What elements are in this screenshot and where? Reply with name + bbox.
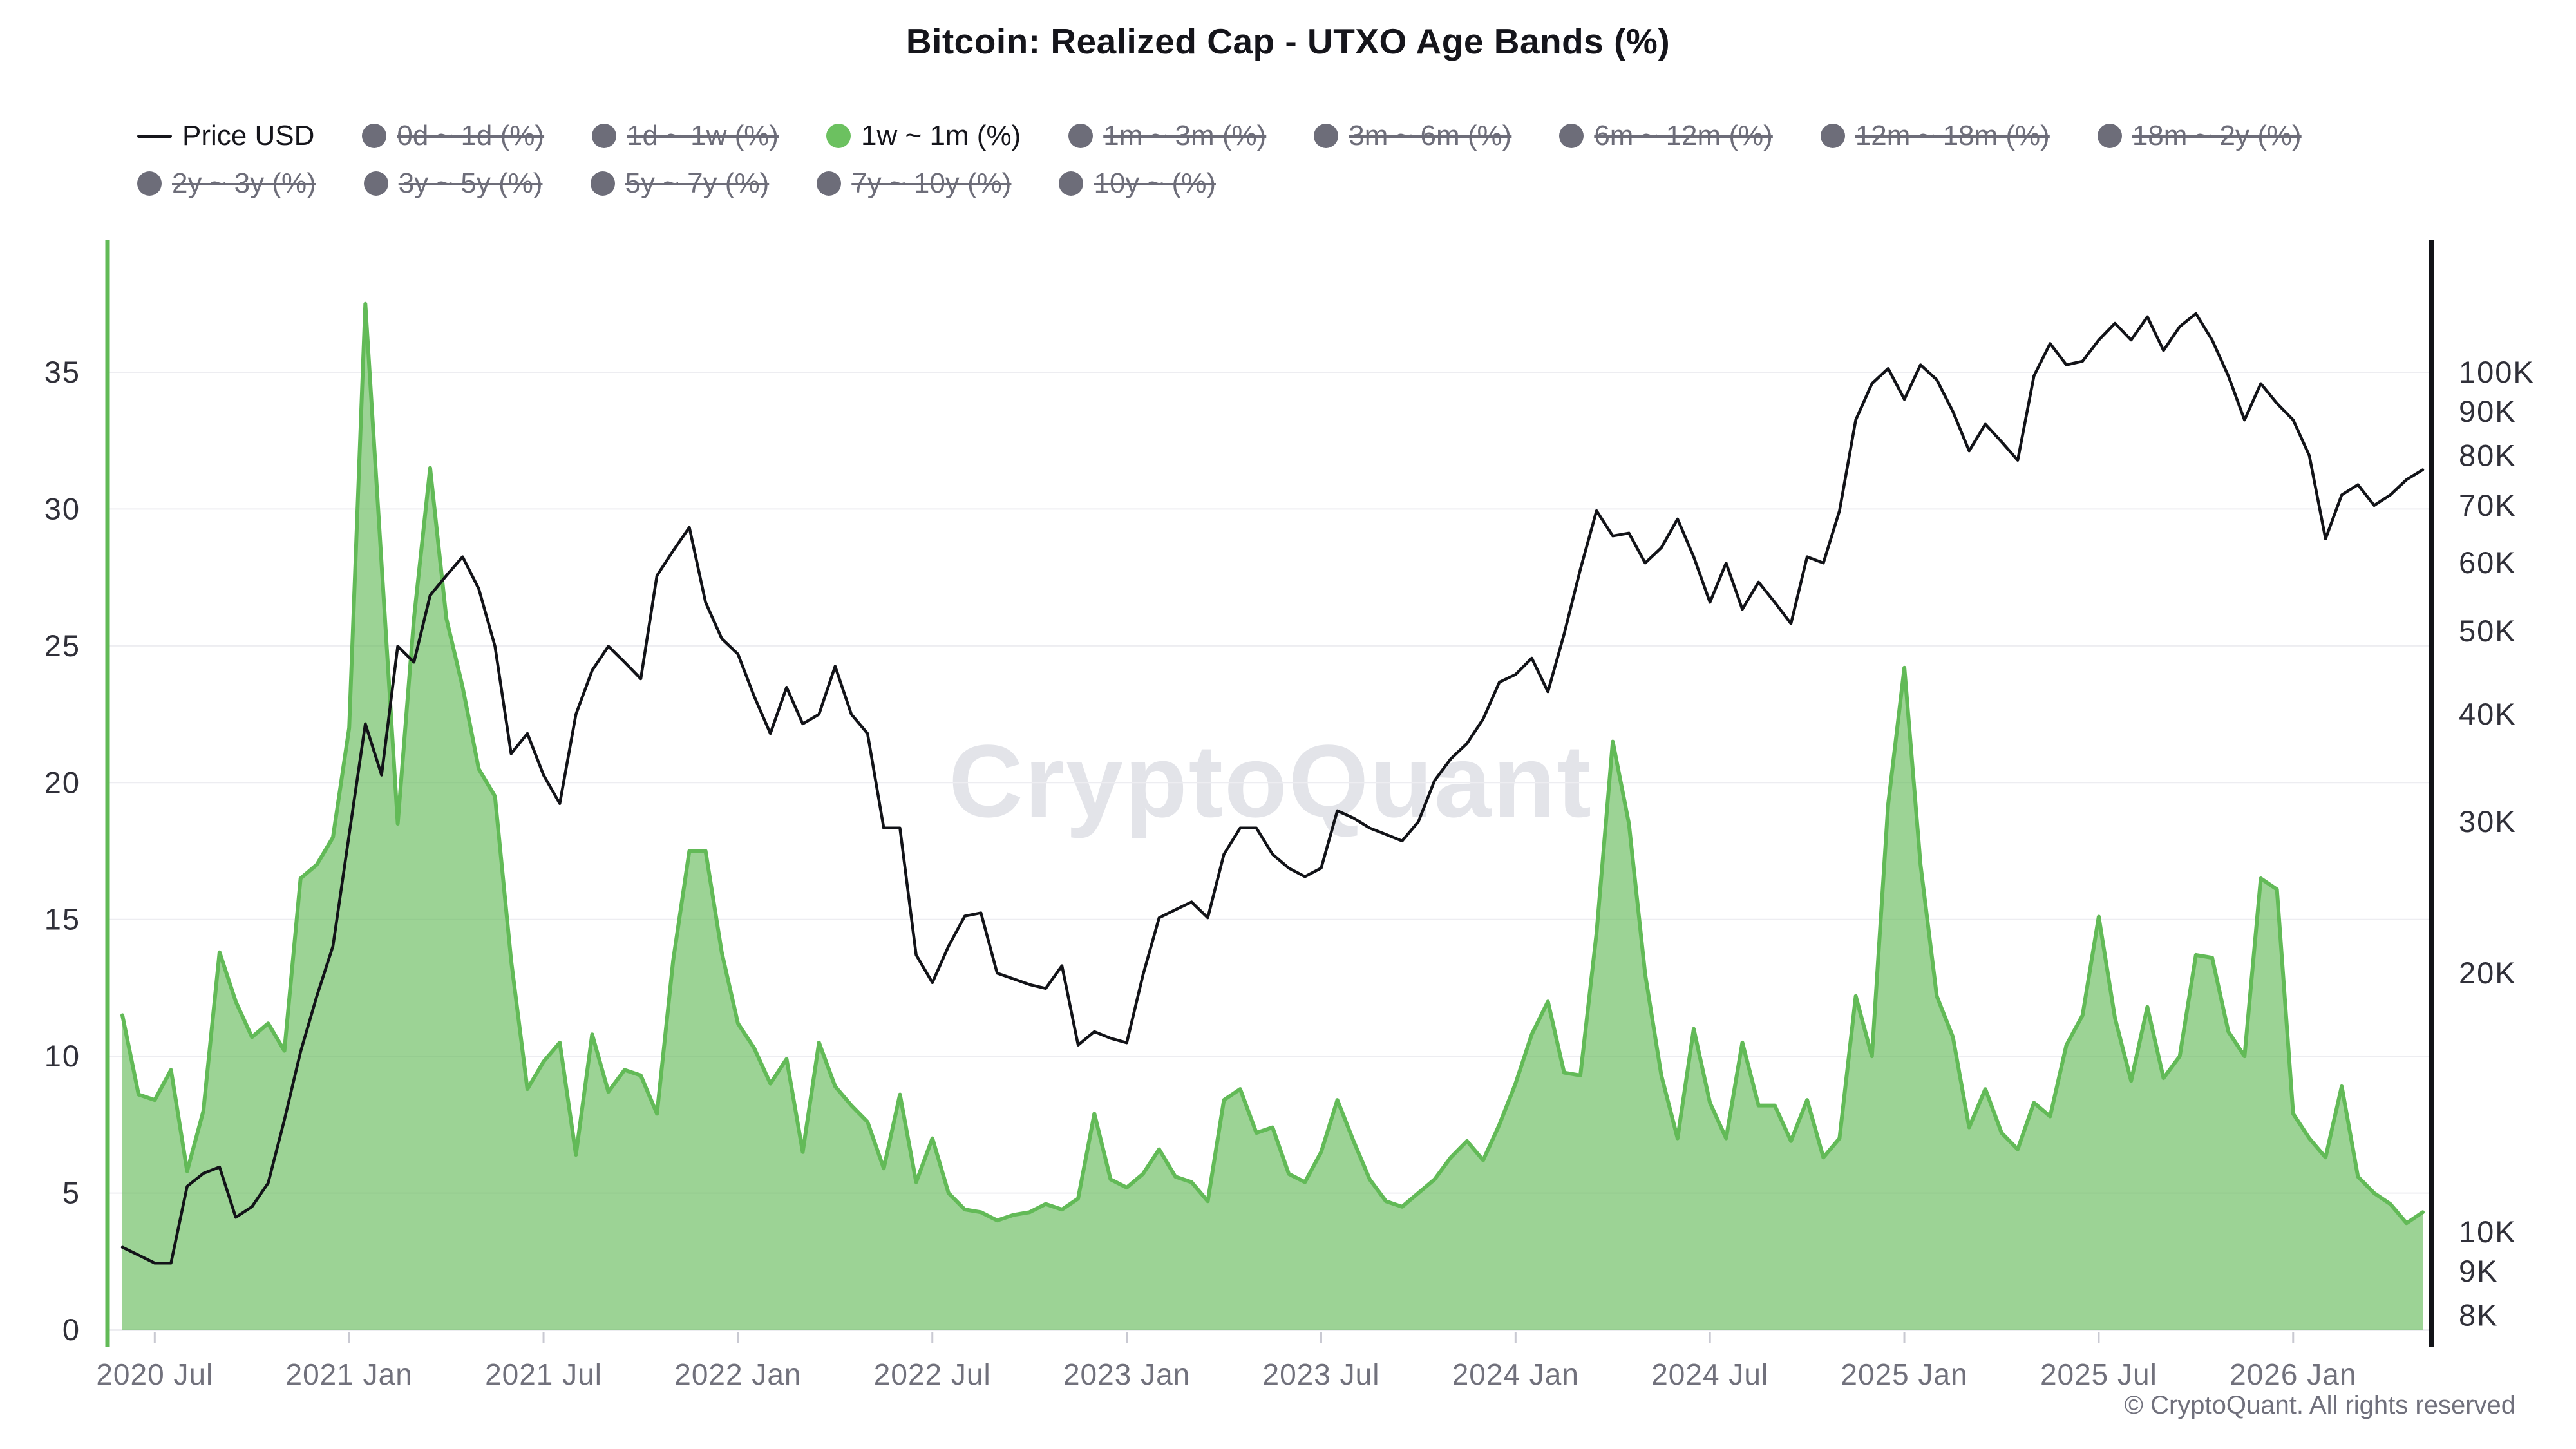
legend-label: 5y ~ 7y (%) bbox=[625, 167, 770, 199]
y-axis-label-left: 10 bbox=[44, 1039, 80, 1073]
y-axis-label-left: 25 bbox=[44, 629, 80, 663]
y-axis-label-right: 10K bbox=[2459, 1215, 2517, 1249]
x-axis-label: 2026 Jan bbox=[2230, 1358, 2356, 1391]
legend-item-18m-2y[interactable]: 18m ~ 2y (%) bbox=[2097, 120, 2302, 152]
legend-label: 1m ~ 3m (%) bbox=[1103, 120, 1267, 151]
x-axis-label: 2021 Jan bbox=[286, 1358, 413, 1391]
chart-title: Bitcoin: Realized Cap - UTXO Age Bands (… bbox=[905, 21, 1671, 61]
legend-label: 3m ~ 6m (%) bbox=[1349, 120, 1512, 151]
x-axis-label: 2021 Jul bbox=[485, 1358, 602, 1391]
series-area-1w-1m bbox=[122, 303, 2423, 1330]
x-axis-label: 2024 Jul bbox=[1651, 1358, 1768, 1391]
legend-item-1w-1m[interactable]: 1w ~ 1m (%) bbox=[826, 120, 1021, 152]
legend-item-0d-1d[interactable]: 0d ~ 1d (%) bbox=[362, 120, 544, 152]
legend-row-1: Price USD 0d ~ 1d (%) 1d ~ 1w (%) 1w ~ 1m (… bbox=[137, 120, 2302, 152]
legend-row-2: 2y ~ 3y (%) 3y ~ 5y (%) 5y ~ 7y (%) 7y ~ 10… bbox=[137, 167, 2302, 200]
series-dot-icon bbox=[592, 124, 617, 148]
legend-label: 10y ~ (%) bbox=[1094, 167, 1216, 199]
legend-item-price-usd[interactable]: Price USD bbox=[137, 120, 314, 152]
series-dot-icon bbox=[590, 171, 615, 196]
y-axis-label-left: 35 bbox=[44, 355, 80, 389]
y-axis-label-right: 90K bbox=[2459, 394, 2517, 428]
y-axis-label-left: 5 bbox=[62, 1176, 80, 1210]
legend-label: 3y ~ 5y (%) bbox=[398, 167, 543, 199]
legend-label: 18m ~ 2y (%) bbox=[2132, 120, 2302, 151]
series-line-1w-1m bbox=[120, 301, 2425, 1226]
x-axis-label: 2023 Jan bbox=[1063, 1358, 1190, 1391]
legend-label: 7y ~ 10y (%) bbox=[851, 167, 1012, 199]
series-dot-icon bbox=[362, 124, 387, 148]
x-axis-label: 2022 Jan bbox=[674, 1358, 801, 1391]
legend-item-1d-1w[interactable]: 1d ~ 1w (%) bbox=[592, 120, 779, 152]
y-axis-label-right: 80K bbox=[2459, 438, 2517, 472]
y-axis-label-left: 30 bbox=[44, 491, 80, 526]
legend-label: 0d ~ 1d (%) bbox=[397, 120, 545, 151]
series-dot-icon bbox=[137, 171, 162, 196]
y-axis-label-right: 40K bbox=[2459, 697, 2517, 731]
legend-item-12m-18m[interactable]: 12m ~ 18m (%) bbox=[1820, 120, 2050, 152]
watermark: CryptoQuant bbox=[949, 723, 1593, 838]
legend-label: 1w ~ 1m (%) bbox=[861, 120, 1021, 151]
legend-item-1m-3m[interactable]: 1m ~ 3m (%) bbox=[1068, 120, 1266, 152]
y-axis-label-right: 60K bbox=[2459, 545, 2517, 580]
legend-item-5y-7y[interactable]: 5y ~ 7y (%) bbox=[590, 167, 770, 200]
legend: Price USD 0d ~ 1d (%) 1d ~ 1w (%) 1w ~ 1m (… bbox=[137, 120, 2302, 200]
legend-label: 2y ~ 3y (%) bbox=[172, 167, 316, 199]
legend-item-6m-12m[interactable]: 6m ~ 12m (%) bbox=[1559, 120, 1773, 152]
series-dot-icon bbox=[2097, 124, 2122, 148]
series-dot-icon bbox=[817, 171, 842, 196]
legend-item-7y-10y[interactable]: 7y ~ 10y (%) bbox=[817, 167, 1011, 200]
y-axis-label-left: 15 bbox=[44, 902, 80, 936]
y-axis-label-right: 20K bbox=[2459, 956, 2517, 990]
y-axis-label-right: 8K bbox=[2459, 1298, 2499, 1332]
y-axis-label-left: 0 bbox=[62, 1312, 80, 1347]
y-axis-label-right: 50K bbox=[2459, 614, 2517, 648]
legend-item-10y[interactable]: 10y ~ (%) bbox=[1059, 167, 1216, 200]
legend-label: 6m ~ 12m (%) bbox=[1594, 120, 1773, 151]
x-axis-label: 2025 Jul bbox=[2040, 1358, 2157, 1391]
x-axis-label: 2020 Jul bbox=[96, 1358, 213, 1391]
x-axis-label: 2023 Jul bbox=[1263, 1358, 1380, 1391]
y-axis-label-right: 9K bbox=[2459, 1254, 2499, 1288]
series-dot-icon bbox=[1820, 124, 1845, 148]
y-axis-label-right: 70K bbox=[2459, 488, 2517, 522]
legend-item-3y-5y[interactable]: 3y ~ 5y (%) bbox=[363, 167, 543, 200]
legend-label: 12m ~ 18m (%) bbox=[1855, 120, 2050, 151]
legend-item-2y-3y[interactable]: 2y ~ 3y (%) bbox=[137, 167, 316, 200]
y-axis-label-right: 100K bbox=[2459, 355, 2535, 389]
series-line-price-usd bbox=[120, 312, 2425, 1265]
series-dot-icon bbox=[1314, 124, 1339, 148]
x-axis-label: 2024 Jan bbox=[1452, 1358, 1579, 1391]
y-axis-label-right: 30K bbox=[2459, 804, 2517, 838]
series-dot-icon bbox=[1059, 171, 1084, 196]
price-line-marker-icon bbox=[137, 134, 172, 138]
series-dot-icon bbox=[1068, 124, 1094, 148]
legend-item-3m-6m[interactable]: 3m ~ 6m (%) bbox=[1314, 120, 1511, 152]
series-dot-icon bbox=[826, 124, 851, 148]
y-axis-label-left: 20 bbox=[44, 765, 80, 799]
legend-label: 1d ~ 1w (%) bbox=[627, 120, 779, 151]
x-axis-label: 2025 Jan bbox=[1841, 1358, 1967, 1391]
series-dot-icon bbox=[363, 171, 388, 196]
copyright-note: © CryptoQuant. All rights reserved bbox=[2124, 1391, 2516, 1419]
series-dot-icon bbox=[1559, 124, 1584, 148]
x-axis-label: 2022 Jul bbox=[874, 1358, 991, 1391]
legend-label: Price USD bbox=[182, 120, 315, 151]
